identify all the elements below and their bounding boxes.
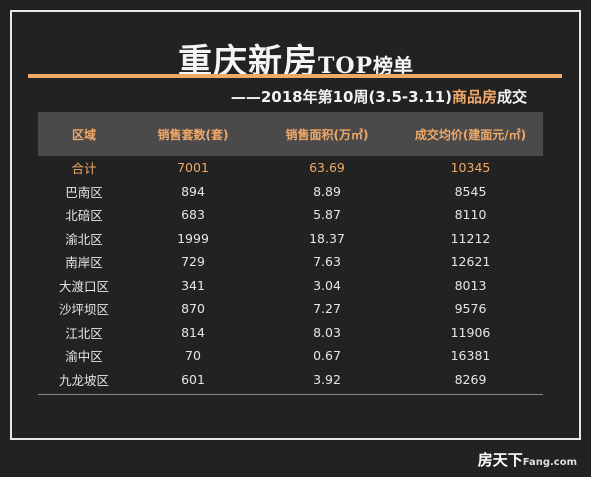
sales-table: 区域 销售套数(套) 销售面积(万㎡) 成交均价(建面元/㎡) 合计 7001 … [38,112,543,395]
cell-units: 683 [181,207,205,223]
cell-area: 5.87 [313,207,341,223]
cell-district: 沙坪坝区 [58,302,109,318]
cell-units: 814 [181,324,205,340]
header-district: 区域 [71,127,96,142]
cell-price: 8269 [454,371,487,387]
table-row: 九龙坡区 601 3.92 8269 [38,368,543,392]
table-row: 渝北区 1999 18.37 11212 [38,227,543,251]
title-underline [28,74,562,78]
cell-price: 9576 [454,301,487,317]
cell-area: 0.67 [313,348,341,364]
table-header: 区域 销售套数(套) 销售面积(万㎡) 成交均价(建面元/㎡) [38,112,543,156]
cell-district: 九龙坡区 [58,372,109,388]
cell-price: 8013 [454,277,487,293]
header-units: 销售套数(套) [157,127,229,142]
cell-units: 70 [185,348,201,364]
cell-area: 8.03 [313,324,341,340]
cell-area: 63.69 [309,160,345,176]
cell-area: 8.89 [313,183,341,199]
cell-units: 7001 [177,160,209,176]
table-row: 大渡口区 341 3.04 8013 [38,274,543,298]
table-row: 渝中区 70 0.67 16381 [38,344,543,368]
cell-district: 渝北区 [65,231,103,247]
subtitle-prefix: ——2018年第10周(3.5-3.11) [230,88,452,106]
logo-main: 房天下 [477,451,523,469]
cell-price: 10345 [450,160,491,176]
poster-frame [10,10,581,440]
cell-units: 870 [181,301,205,317]
cell-area: 18.37 [309,230,345,246]
table-row: 江北区 814 8.03 11906 [38,321,543,345]
cell-units: 894 [181,183,205,199]
cell-district: 南岸区 [65,255,103,271]
cell-price: 11212 [450,230,491,246]
cell-units: 601 [181,371,205,387]
cell-area: 3.04 [313,277,341,293]
cell-units: 729 [181,254,205,270]
cell-district: 大渡口区 [58,278,109,294]
cell-units: 1999 [177,230,209,246]
cell-district: 渝中区 [65,349,103,365]
cell-price: 11906 [450,324,491,340]
cell-units: 341 [181,277,205,293]
cell-district: 巴南区 [65,184,103,200]
cell-price: 8545 [454,183,487,199]
cell-price: 8110 [454,207,487,223]
header-price: 成交均价(建面元/㎡) [414,127,527,142]
cell-district: 江北区 [65,325,103,341]
table-row: 沙坪坝区 870 7.27 9576 [38,297,543,321]
table-bottom-rule [38,394,543,395]
header-area: 销售面积(万㎡) [285,127,369,142]
cell-price: 12621 [450,254,491,270]
subtitle: ——2018年第10周(3.5-3.11)商品房成交 [231,86,527,107]
cell-price: 16381 [450,348,491,364]
cell-district: 合计 [71,161,97,177]
table-row: 巴南区 894 8.89 8545 [38,180,543,204]
subtitle-suffix: 成交 [496,88,527,106]
table-row-total: 合计 7001 63.69 10345 [38,156,543,180]
fang-logo: 房天下Fang.com [478,449,577,470]
cell-district: 北碚区 [65,208,103,224]
table-row: 南岸区 729 7.63 12621 [38,250,543,274]
cell-area: 3.92 [313,371,341,387]
logo-domain: Fang.com [522,457,577,468]
table-row: 北碚区 683 5.87 8110 [38,203,543,227]
subtitle-highlight: 商品房 [451,88,497,106]
cell-area: 7.63 [313,254,341,270]
cell-area: 7.27 [313,301,341,317]
